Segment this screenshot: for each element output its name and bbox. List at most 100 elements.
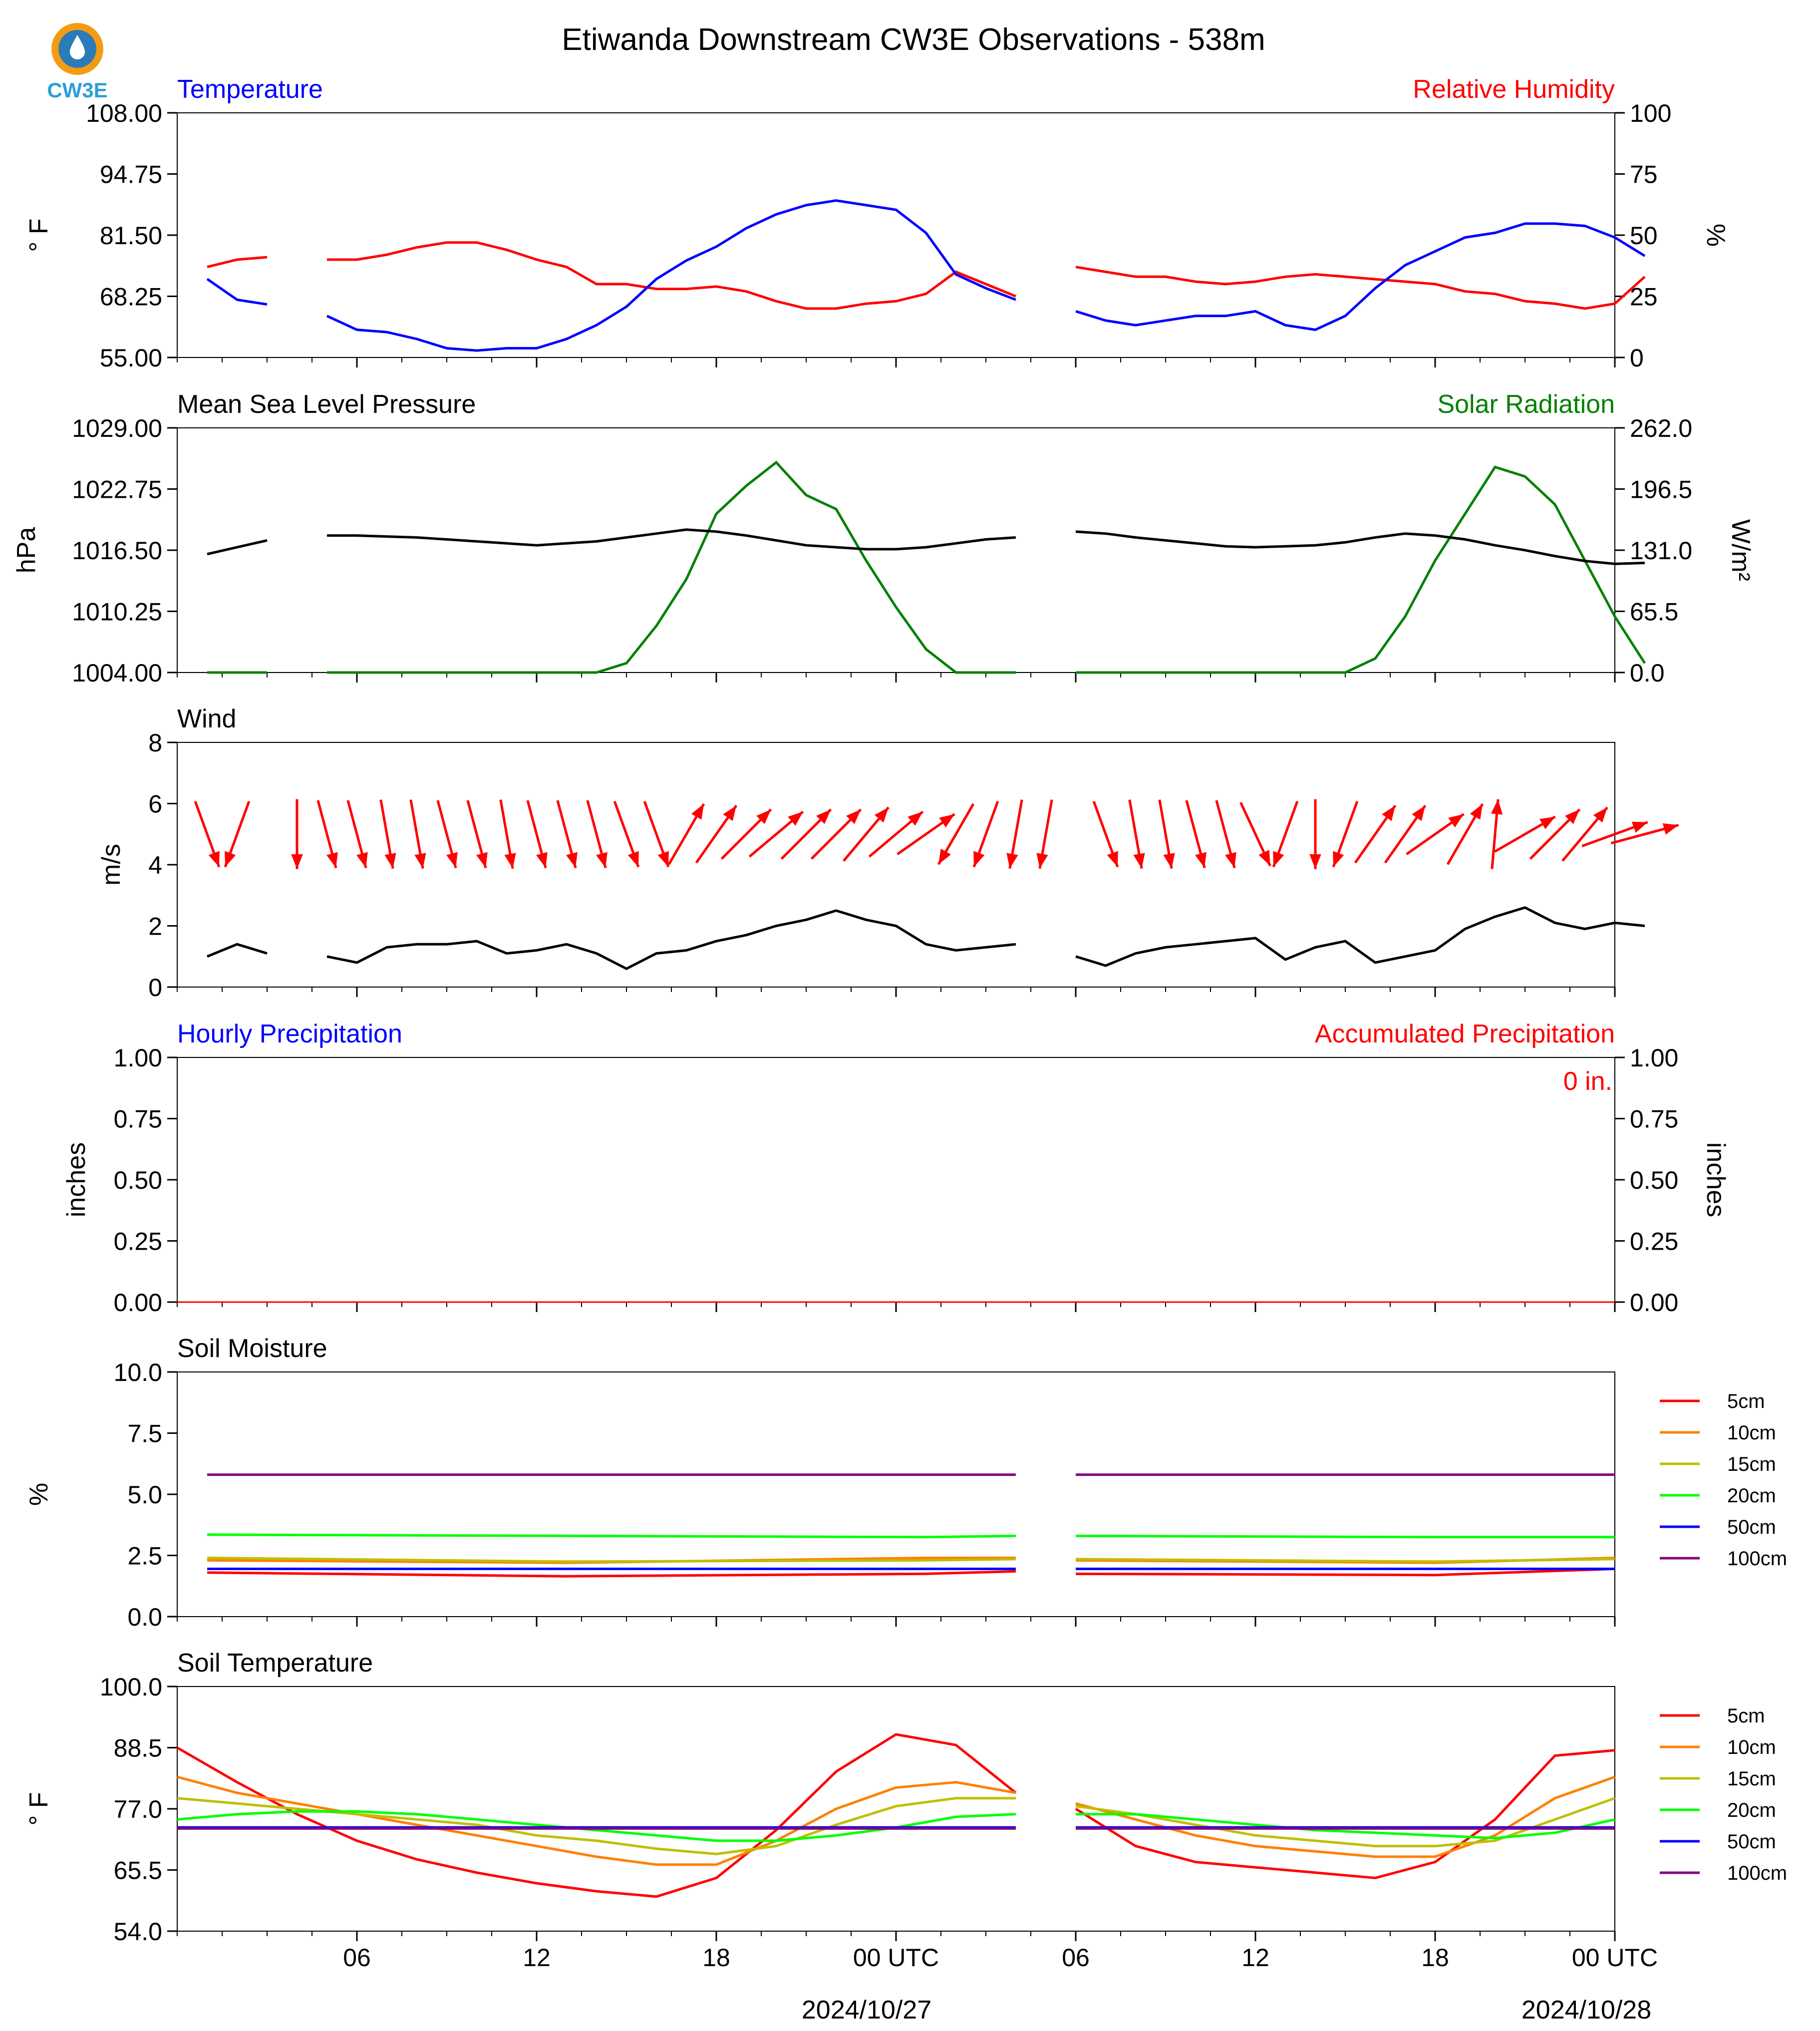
legend-label: 100cm xyxy=(1727,1548,1787,1570)
wind-arrow-head xyxy=(1412,805,1426,821)
wind-arrow-head xyxy=(874,807,889,823)
panel-title-right: Relative Humidity xyxy=(1413,75,1615,104)
legend-label: 100cm xyxy=(1727,1862,1787,1884)
wind-arrow-head xyxy=(657,851,669,867)
y-left-label: inches xyxy=(62,1142,91,1217)
y-left-tick-label: 2 xyxy=(148,913,162,941)
x-tick-label: 00 UTC xyxy=(1572,1944,1658,1972)
wind-arrow-head xyxy=(504,853,516,869)
plot-frame xyxy=(177,1686,1615,1932)
date-label-2: 2024/10/28 xyxy=(1521,1996,1651,2025)
wind-arrow-head xyxy=(536,852,548,868)
legend-label: 10cm xyxy=(1727,1736,1776,1758)
y-right-tick-label: 65.5 xyxy=(1630,598,1678,626)
y-left-label: % xyxy=(24,1483,53,1506)
y-left-tick-label: 7.5 xyxy=(127,1420,162,1448)
series-wind-speed xyxy=(207,906,1645,971)
y-right-tick-label: 0.00 xyxy=(1630,1289,1678,1317)
legend-label: 20cm xyxy=(1727,1799,1776,1821)
wind-arrow-head xyxy=(938,848,951,865)
panel-precip: 1.00 0.75 0.50 0.25 0.00 inches 1.00 0.75 0.50 0.… xyxy=(62,1019,1730,1317)
plot-frame xyxy=(177,1057,1615,1303)
panel-title-right: Solar Radiation xyxy=(1437,390,1615,419)
series-15cm xyxy=(177,1797,1016,1856)
y-left-tick-label: 1004.00 xyxy=(72,659,162,687)
wind-arrow-head xyxy=(846,809,861,824)
wind-arrow-head xyxy=(1470,804,1483,820)
y-right-label: % xyxy=(1701,224,1730,247)
wind-arrow-head xyxy=(1448,814,1464,828)
plot-frame xyxy=(177,1371,1615,1617)
y-right-tick-label: 50 xyxy=(1630,222,1658,250)
y-left-tick-label: 0.00 xyxy=(114,1289,162,1317)
legend: 5cm 10cm 15cm 20cm 50cm 100cm xyxy=(1660,1705,1787,1884)
x-tick-label: 12 xyxy=(523,1944,551,1972)
wind-arrow-head xyxy=(1107,851,1118,867)
y-right-tick-label: 0.50 xyxy=(1630,1166,1678,1194)
wind-arrow-head xyxy=(816,809,831,824)
y-left-tick-label: 108.00 xyxy=(86,99,162,127)
y-left-tick-label: 0 xyxy=(148,974,162,1002)
wind-arrow-head xyxy=(566,852,578,868)
x-tick-label: 00 UTC xyxy=(853,1944,939,1972)
y-right-tick-label: 196.5 xyxy=(1630,476,1692,504)
x-tick-label: 06 xyxy=(1062,1944,1090,1972)
y-left-tick-label: 5.0 xyxy=(127,1481,162,1509)
series-20cm xyxy=(207,1533,1016,1539)
y-right-tick-label: 0 xyxy=(1630,344,1644,372)
legend-label: 15cm xyxy=(1727,1453,1776,1475)
wind-arrow-head xyxy=(723,805,737,821)
y-left-tick-label: 54.0 xyxy=(114,1918,162,1946)
y-left-tick-label: 1.00 xyxy=(114,1044,162,1072)
y-left-tick-label: 4 xyxy=(148,851,162,879)
date-label-1: 2024/10/27 xyxy=(802,1996,931,2025)
wind-arrow-head xyxy=(691,804,704,820)
y-right-label: W/m² xyxy=(1726,519,1755,581)
panel-title-right: Accumulated Precipitation xyxy=(1315,1019,1615,1048)
legend-label: 20cm xyxy=(1727,1485,1776,1507)
cw3e-logo: CW3E xyxy=(47,23,108,102)
panel-title-left: Hourly Precipitation xyxy=(177,1019,402,1048)
y-left-label: m/s xyxy=(97,844,126,886)
y-left-tick-label: 0.50 xyxy=(114,1166,162,1194)
series-pressure xyxy=(207,528,1645,565)
wind-arrow-head xyxy=(1333,851,1344,867)
wind-arrows xyxy=(194,799,1679,869)
y-left-tick-label: 100.0 xyxy=(100,1673,162,1701)
wind-arrow-head xyxy=(596,852,607,868)
y-right-tick-label: 131.0 xyxy=(1630,537,1692,565)
y-left-tick-label: 68.25 xyxy=(100,283,162,311)
y-left-tick-label: 1010.25 xyxy=(72,598,162,626)
wind-arrow-head xyxy=(1593,807,1607,823)
wind-arrow-head xyxy=(384,853,396,869)
plot-frame xyxy=(177,112,1615,358)
series-solar-radiation xyxy=(207,460,1646,674)
y-left-tick-label: 8 xyxy=(148,729,162,757)
wind-arrow-head xyxy=(1565,809,1580,824)
y-left-label: ° F xyxy=(24,1792,53,1825)
panel-title-left: Soil Moisture xyxy=(177,1334,327,1363)
y-left-tick-label: 0.0 xyxy=(127,1603,162,1631)
wind-arrow-head xyxy=(414,853,426,869)
series-20cm-b xyxy=(1076,1813,1615,1840)
wind-arrow-head xyxy=(1133,853,1145,869)
wind-arrow-head xyxy=(788,811,803,826)
wind-arrow-head xyxy=(476,852,488,868)
y-left-tick-label: 0.75 xyxy=(114,1105,162,1133)
y-left-tick-label: 81.50 xyxy=(100,222,162,250)
y-left-tick-label: 0.25 xyxy=(114,1228,162,1256)
wind-arrow-head xyxy=(1036,853,1048,869)
y-left-tick-label: 6 xyxy=(148,790,162,818)
panel-title-left: Wind xyxy=(177,704,236,733)
wind-arrow-head xyxy=(939,814,955,828)
wind-arrow-head xyxy=(756,809,771,824)
legend-label: 50cm xyxy=(1727,1831,1776,1853)
y-right-tick-label: 1.00 xyxy=(1630,1044,1678,1072)
logo-drop-icon xyxy=(70,35,85,59)
y-right-tick-label: 0.75 xyxy=(1630,1105,1678,1133)
legend-label: 5cm xyxy=(1727,1390,1765,1412)
y-right-tick-label: 262.0 xyxy=(1630,414,1692,442)
y-right-tick-label: 0.25 xyxy=(1630,1228,1678,1256)
